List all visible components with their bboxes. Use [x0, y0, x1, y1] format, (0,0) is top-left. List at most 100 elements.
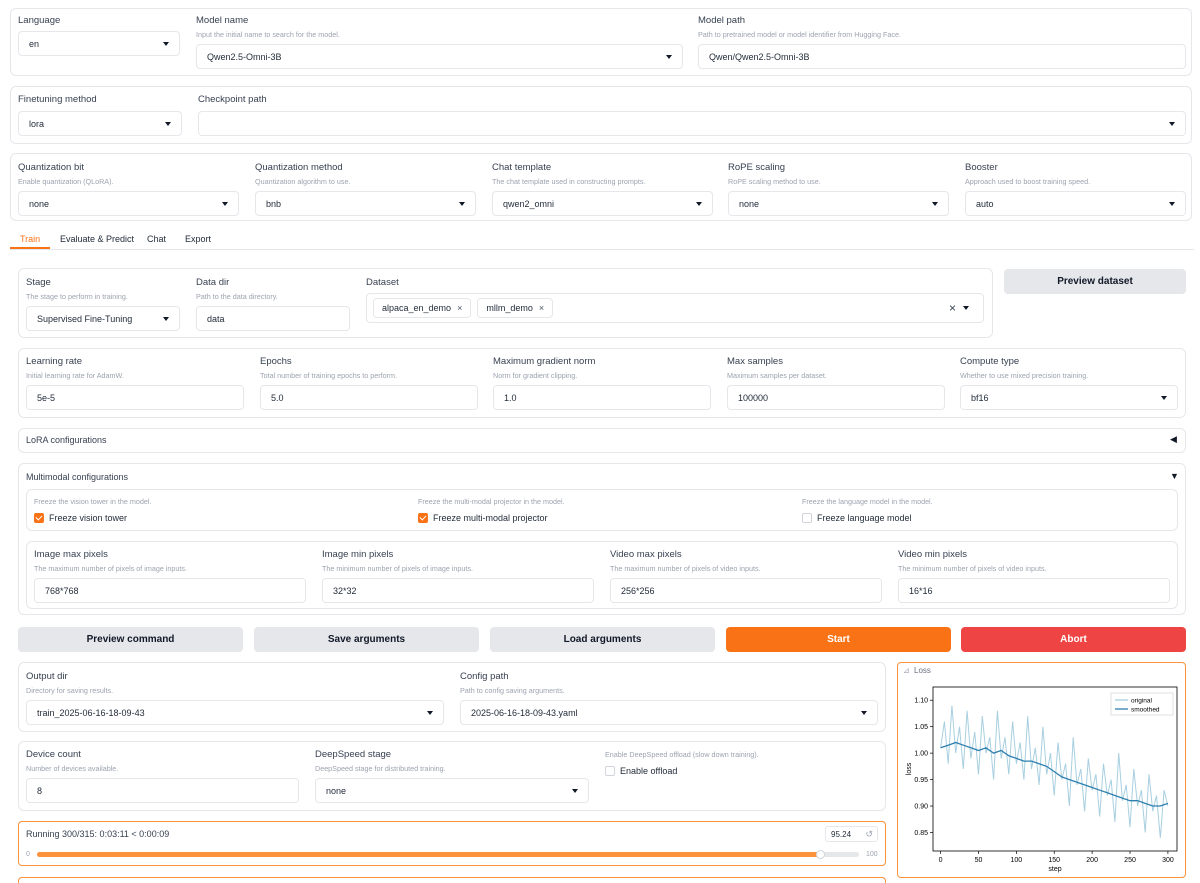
finetuning-method-dropdown[interactable]: lora	[18, 111, 182, 136]
freeze-vision-label[interactable]: Freeze vision tower	[49, 513, 128, 523]
max-grad-norm-label: Maximum gradient norm	[493, 356, 596, 367]
load-arguments-button[interactable]: Load arguments	[490, 627, 715, 652]
freeze-language-label[interactable]: Freeze language model	[817, 513, 912, 523]
quantization-bit-info: Enable quantization (QLoRA).	[18, 177, 114, 186]
freeze-projector-checkbox[interactable]	[418, 513, 428, 523]
start-button[interactable]: Start	[726, 627, 951, 652]
progress-slider-thumb[interactable]	[815, 850, 825, 859]
lora-accordion[interactable]	[18, 428, 1186, 453]
series-line-smoothed	[940, 741, 1169, 807]
rope-scaling-value: none	[739, 198, 760, 209]
max-grad-norm-input[interactable]: 1.0	[493, 385, 711, 410]
x-tick-label: 50	[975, 857, 983, 864]
chevron-down-icon[interactable]	[963, 306, 969, 310]
model-name-dropdown[interactable]: Qwen2.5-Omni-3B	[196, 44, 683, 69]
save-arguments-button[interactable]: Save arguments	[254, 627, 479, 652]
chevron-down-icon	[1161, 395, 1167, 400]
progress-value: 95.24	[831, 829, 852, 839]
y-tick-label: 1.10	[914, 698, 928, 705]
chevron-down-icon	[666, 54, 672, 59]
tab-export[interactable]: Export	[185, 234, 212, 244]
image-max-info: The maximum number of pixels of image in…	[34, 564, 187, 573]
data-dir-input[interactable]: data	[196, 306, 350, 331]
chat-template-label: Chat template	[492, 162, 552, 173]
video-max-label: Video max pixels	[610, 549, 682, 560]
legend-label: original	[1131, 698, 1153, 705]
max-grad-norm-info: Norm for gradient clipping.	[493, 371, 578, 380]
data-dir-label: Data dir	[196, 277, 230, 288]
rope-scaling-label: RoPE scaling	[728, 162, 786, 173]
device-count-input[interactable]: 8	[26, 778, 299, 803]
output-dir-value: train_2025-06-16-18-09-43	[37, 707, 145, 718]
collapse-arrow-icon[interactable]: ◀	[1170, 434, 1177, 444]
image-min-label: Image min pixels	[322, 549, 394, 560]
x-tick-label: 100	[1011, 857, 1023, 864]
multimodal-accordion-title[interactable]: Multimodal configurations	[26, 472, 129, 482]
deepspeed-stage-dropdown[interactable]: none	[315, 778, 589, 803]
epochs-label: Epochs	[260, 356, 292, 367]
enable-offload-checkbox[interactable]	[605, 766, 615, 776]
chat-template-info: The chat template used in constructing p…	[492, 177, 646, 186]
chevron-down-icon	[165, 121, 171, 126]
abort-button[interactable]: Abort	[961, 627, 1186, 652]
language-dropdown[interactable]: en	[18, 31, 180, 56]
reset-icon[interactable]: ↺	[865, 828, 873, 839]
expand-arrow-icon[interactable]: ▼	[1170, 471, 1179, 481]
chevron-down-icon	[427, 710, 433, 715]
series-line-original	[940, 705, 1169, 838]
epochs-input[interactable]: 5.0	[260, 385, 478, 410]
video-max-input[interactable]: 256*256	[610, 578, 882, 603]
freeze-projector-label[interactable]: Freeze multi-modal projector	[433, 513, 548, 523]
stage-value: Supervised Fine-Tuning	[37, 313, 133, 324]
tab-evaluate-predict[interactable]: Evaluate & Predict	[60, 234, 135, 244]
compute-type-dropdown[interactable]: bf16	[960, 385, 1178, 410]
output-dir-info: Directory for saving results.	[26, 686, 114, 695]
preview-command-button[interactable]: Preview command	[18, 627, 243, 652]
chat-template-dropdown[interactable]: qwen2_omni	[492, 191, 713, 216]
preview-dataset-button[interactable]: Preview dataset	[1004, 269, 1186, 294]
quantization-method-dropdown[interactable]: bnb	[255, 191, 476, 216]
language-label: Language	[18, 15, 61, 26]
config-path-dropdown[interactable]: 2025-06-16-18-09-43.yaml	[460, 700, 878, 725]
freeze-vision-checkbox[interactable]	[34, 513, 44, 523]
clear-dataset-icon[interactable]: ×	[949, 301, 957, 315]
enable-offload-label[interactable]: Enable offload	[620, 766, 678, 776]
image-max-input[interactable]: 768*768	[34, 578, 306, 603]
quantization-bit-dropdown[interactable]: none	[18, 191, 239, 216]
stage-info: The stage to perform in training.	[26, 292, 128, 301]
rope-scaling-dropdown[interactable]: none	[728, 191, 949, 216]
x-tick-label: 250	[1124, 857, 1136, 864]
learning-rate-input[interactable]: 5e-5	[26, 385, 244, 410]
booster-dropdown[interactable]: auto	[965, 191, 1186, 216]
stage-dropdown[interactable]: Supervised Fine-Tuning	[26, 306, 180, 331]
remove-chip-icon[interactable]: ×	[457, 303, 463, 313]
chevron-down-icon	[459, 201, 465, 206]
tab-train[interactable]: Train	[20, 234, 41, 244]
chevron-down-icon	[163, 41, 169, 46]
progress-panel	[18, 821, 886, 866]
remove-chip-icon[interactable]: ×	[538, 303, 545, 313]
model-path-input[interactable]: Qwen/Qwen2.5-Omni-3B	[698, 44, 1186, 69]
dataset-chip[interactable]: mllm_demo ×	[477, 298, 554, 318]
max-samples-input[interactable]: 100000	[727, 385, 945, 410]
dataset-chip-label: alpaca_en_demo	[382, 303, 452, 313]
image-max-label: Image max pixels	[34, 549, 108, 560]
output-box-top	[18, 877, 886, 883]
image-min-input[interactable]: 32*32	[322, 578, 594, 603]
chevron-down-icon	[572, 788, 578, 793]
dataset-chip[interactable]: alpaca_en_demo ×	[373, 298, 472, 318]
chart-icon: ⊿	[903, 666, 910, 675]
device-count-label: Device count	[26, 749, 81, 760]
checkpoint-path-dropdown[interactable]	[198, 111, 1186, 136]
tab-bar-divider	[10, 249, 1194, 250]
quantization-bit-label: Quantization bit	[18, 162, 85, 173]
tab-chat[interactable]: Chat	[147, 234, 167, 244]
stage-label: Stage	[26, 277, 51, 288]
freeze-language-checkbox[interactable]	[802, 513, 812, 523]
video-min-input[interactable]: 16*16	[898, 578, 1170, 603]
output-dir-dropdown[interactable]: train_2025-06-16-18-09-43	[26, 700, 444, 725]
booster-label: Booster	[965, 162, 998, 173]
learning-rate-info: Initial learning rate for AdamW.	[26, 371, 124, 380]
dataset-multiselect[interactable]	[366, 293, 984, 323]
video-min-info: The minimum number of pixels of video in…	[898, 564, 1047, 573]
